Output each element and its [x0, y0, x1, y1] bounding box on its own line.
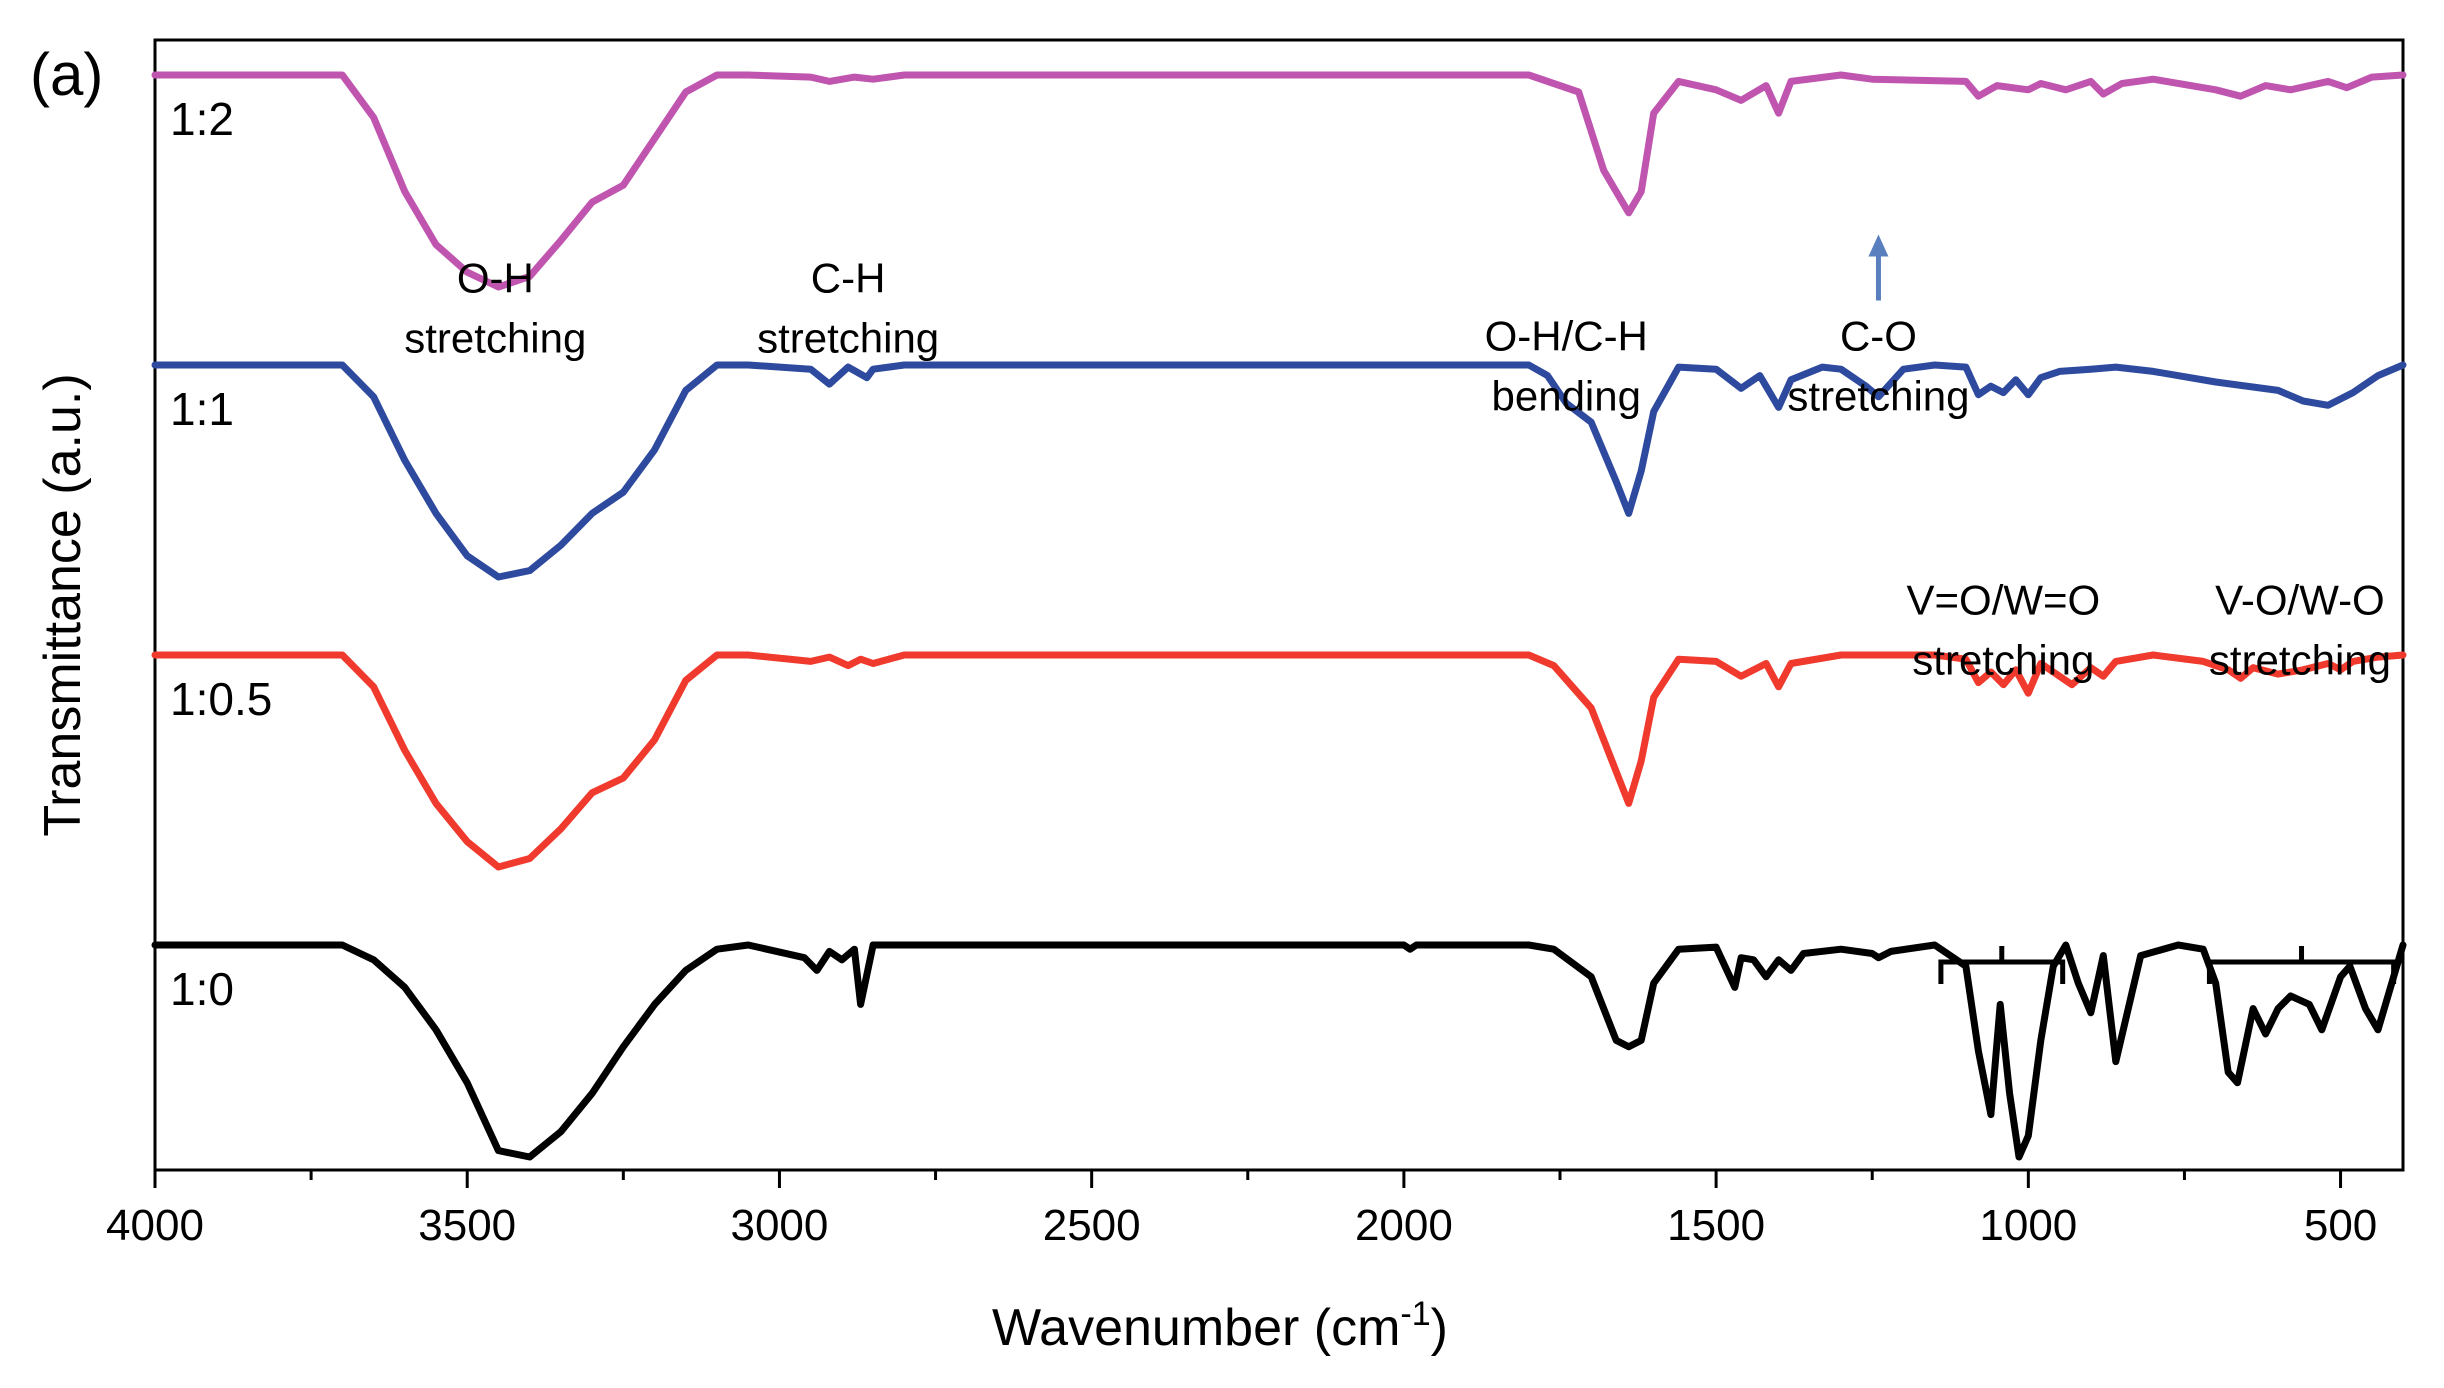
- series-line-1-1: [151, 361, 2407, 581]
- x-axis-title: Wavenumber (cm-1): [992, 1295, 1448, 1357]
- x-tick-label: 1000: [1979, 1201, 2077, 1250]
- annotation-ch-stretch: C-H stretching: [757, 255, 939, 362]
- series-label: 1:0.5: [170, 673, 272, 725]
- annotation-line: stretching: [1912, 636, 2094, 683]
- annotation-line: V=O/W=O: [1906, 576, 2100, 623]
- annotation-vo-stretch: V=O/W=O stretching: [1906, 576, 2100, 683]
- series-line-1-2: [151, 71, 2407, 291]
- annotation-line: V-O/W-O: [2215, 576, 2385, 623]
- annotation-vo-bracket: [1938, 946, 2066, 984]
- series-layer: 1:2 1:1 1:0.5 1:0: [151, 71, 2407, 1161]
- x-tick-label: 1500: [1667, 1201, 1765, 1250]
- annotation-arrow-head: [1868, 234, 1889, 257]
- x-tick-label: 2500: [1043, 1201, 1141, 1250]
- x-axis-title-end: ): [1431, 1299, 1448, 1357]
- x-tick-label: 3000: [730, 1201, 828, 1250]
- annotation-line: C-O: [1840, 313, 1917, 360]
- annotation-vow-bracket: [2206, 946, 2397, 984]
- plot-frame: [153, 38, 2405, 1172]
- x-axis-title-sup: -1: [1400, 1295, 1430, 1333]
- x-axis-title-main: Wavenumber (cm: [992, 1299, 1400, 1357]
- annotation-line: O-H: [457, 255, 534, 302]
- annotation-vow-stretch: V-O/W-O stretching: [2209, 576, 2391, 683]
- series-label: 1:1: [170, 383, 234, 435]
- panel-label: (a): [30, 41, 103, 108]
- annotation-line: stretching: [1787, 373, 1969, 420]
- annotation-co-stretch: C-O stretching: [1787, 313, 1969, 420]
- annotation-line: C-H: [811, 255, 886, 302]
- annotation-line: O-H/C-H: [1485, 313, 1648, 360]
- series-line-1-0-5: [151, 651, 2407, 871]
- x-tick-label: 3500: [418, 1201, 516, 1250]
- annotation-line: bending: [1492, 373, 1641, 420]
- x-tick-label: 500: [2304, 1201, 2377, 1250]
- x-tick-label: 4000: [106, 1201, 204, 1250]
- annotation-line: stretching: [757, 315, 939, 362]
- plot-area: [153, 38, 2405, 1172]
- annotation-layer: O-H stretching C-H stretching O-H/C-H bending…: [404, 234, 2397, 984]
- series-label: 1:2: [170, 93, 234, 145]
- x-tick-label: 2000: [1355, 1201, 1453, 1250]
- annotation-line: stretching: [2209, 636, 2391, 683]
- x-axis: 4000 3500 3000 2500 2000 1500 1000 500: [106, 1170, 2377, 1250]
- annotation-ohch-bending: O-H/C-H bending: [1485, 313, 1648, 420]
- series-label: 1:0: [170, 963, 234, 1015]
- y-axis-title: Transmittance (a.u.): [34, 373, 92, 836]
- annotation-oh-stretch: O-H stretching: [404, 255, 586, 362]
- annotation-line: stretching: [404, 315, 586, 362]
- series-line-1-0: [151, 941, 2407, 1161]
